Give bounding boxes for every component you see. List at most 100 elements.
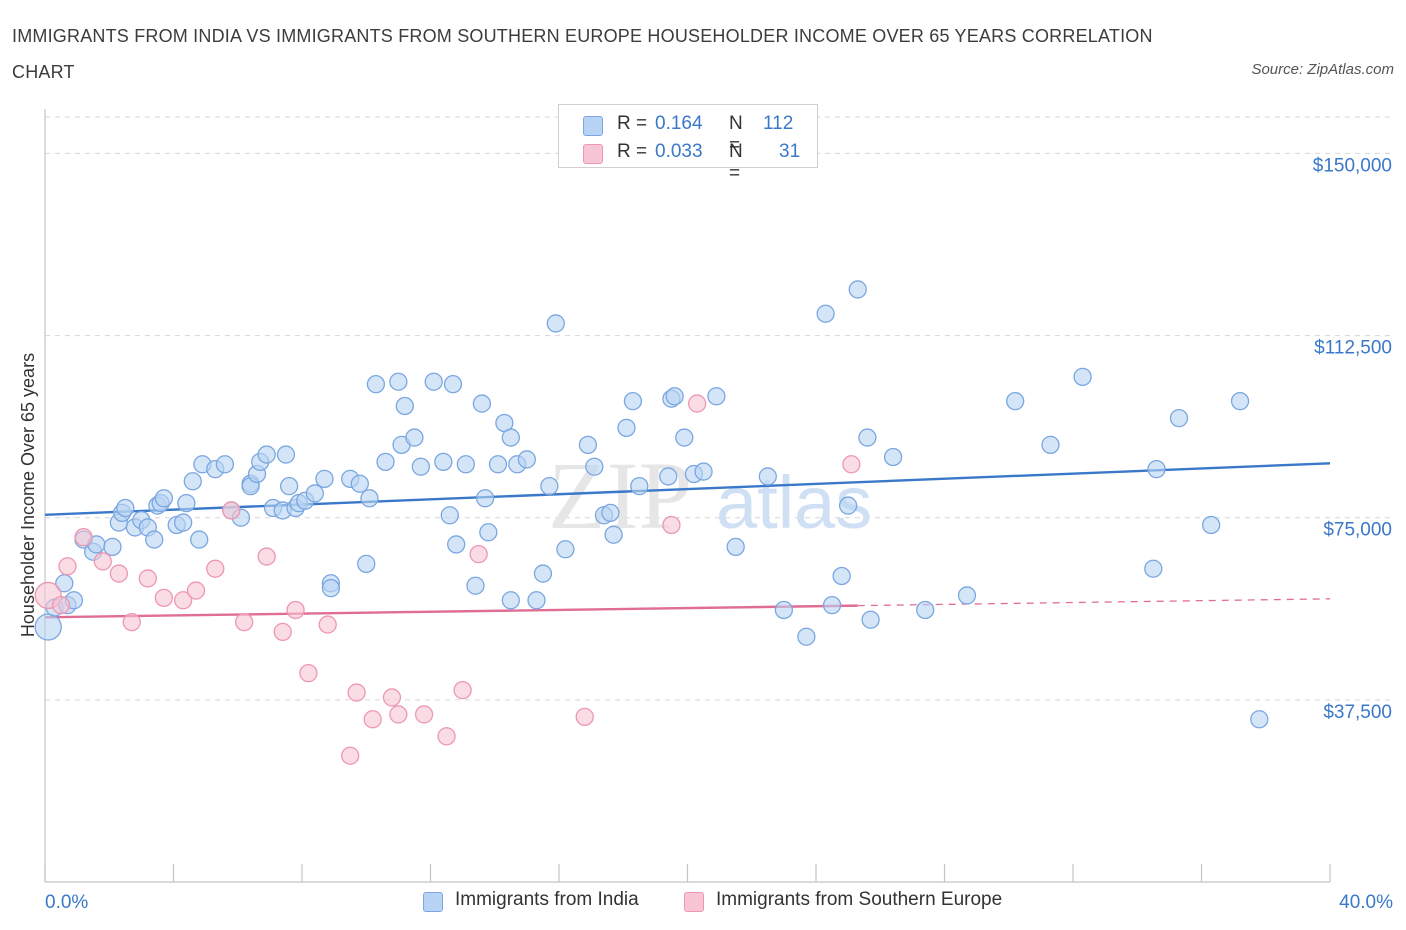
india-point — [726, 537, 745, 557]
india-point — [623, 391, 643, 411]
india-swatch — [583, 116, 603, 136]
india-point — [116, 498, 135, 518]
india-n-value: 112 — [763, 113, 794, 134]
india-point — [617, 418, 636, 438]
india-legend-swatch — [423, 892, 443, 912]
seurope-point — [453, 680, 472, 700]
india-point — [305, 484, 325, 503]
trend-lines — [44, 462, 1331, 619]
india-point — [279, 476, 299, 496]
y-tick-label: $150,000 — [1313, 155, 1392, 176]
india-point — [376, 452, 395, 472]
seurope-swatch — [583, 144, 603, 164]
seurope-point — [299, 663, 318, 683]
india-point — [177, 493, 196, 513]
seurope-point — [347, 683, 366, 702]
india-point — [434, 452, 453, 472]
y-tick-label: $75,000 — [1323, 520, 1392, 541]
india-point — [883, 447, 903, 467]
india-point — [848, 280, 867, 299]
india-point — [1144, 559, 1163, 578]
india-r-label: R = — [617, 113, 648, 134]
india-point — [440, 506, 459, 525]
india-point — [456, 455, 475, 474]
india-point — [1073, 367, 1092, 387]
india-trend-line — [44, 462, 1331, 516]
seurope-point — [662, 515, 681, 535]
india-point — [861, 610, 880, 629]
data-points — [34, 280, 1269, 765]
seurope-r-label: R = — [617, 141, 648, 162]
india-point — [103, 537, 122, 557]
seurope-point — [575, 707, 594, 727]
india-point — [190, 530, 209, 549]
india-point — [1250, 710, 1269, 729]
seurope-point — [318, 615, 337, 634]
india-point — [540, 476, 559, 496]
india-point — [411, 457, 431, 476]
india-point — [395, 396, 414, 416]
seurope-point — [206, 559, 225, 578]
india-point — [585, 457, 604, 476]
seurope-r-value: 0.033 — [655, 141, 703, 162]
india-point — [424, 372, 443, 391]
india-point — [257, 445, 276, 464]
seurope-point — [93, 552, 112, 571]
seurope-point — [341, 746, 360, 765]
india-point — [173, 513, 193, 532]
seurope-point — [363, 710, 382, 729]
india-point — [501, 428, 520, 447]
seurope-point — [222, 501, 241, 520]
india-point — [389, 372, 408, 391]
source-label: Source: ZipAtlas.com — [1251, 61, 1394, 78]
india-point — [1041, 435, 1060, 455]
india-legend-label: Immigrants from India — [455, 889, 639, 910]
india-point — [916, 600, 935, 620]
india-point — [34, 613, 62, 641]
seurope-point — [186, 581, 206, 600]
seurope-point — [74, 527, 93, 547]
india-point — [774, 600, 794, 620]
y-axis-label: Householder Income Over 65 years — [18, 353, 38, 637]
seurope-point — [122, 612, 141, 632]
india-point — [838, 496, 858, 515]
india-point — [822, 595, 842, 615]
india-point — [1230, 391, 1250, 411]
india-point — [350, 474, 369, 493]
india-point — [858, 428, 877, 447]
india-point — [832, 566, 851, 586]
india-point — [675, 428, 694, 447]
india-point — [183, 472, 202, 491]
seurope-point — [687, 394, 707, 413]
india-point — [145, 530, 164, 549]
india-point — [517, 450, 537, 469]
india-point — [357, 554, 376, 574]
india-point — [215, 455, 235, 474]
y-tick-label: $37,500 — [1323, 702, 1392, 723]
seurope-point — [273, 622, 292, 642]
tick-labels: $37,500 $75,000 $112,500 $150,000 0.0% 40.0% — [45, 155, 1393, 913]
seurope-point — [154, 588, 174, 608]
seurope-point — [469, 544, 488, 564]
india-point — [758, 467, 777, 486]
india-point — [479, 523, 498, 542]
india-point — [443, 374, 463, 394]
seurope-point — [437, 727, 456, 746]
india-point — [447, 535, 466, 554]
india-point — [488, 455, 508, 474]
india-point — [360, 489, 379, 508]
seurope-point — [109, 564, 129, 583]
seurope-point — [286, 600, 305, 620]
india-point — [816, 304, 835, 323]
x-tick-label-max: 40.0% — [1339, 892, 1393, 913]
seurope-point — [173, 591, 193, 610]
india-point — [472, 394, 492, 413]
india-point — [1006, 391, 1025, 411]
correlation-legend: R = 0.164 N = 112 R = 0.033 N = 31 — [558, 104, 818, 184]
india-point — [315, 469, 334, 489]
india-point — [604, 525, 623, 544]
seurope-point — [235, 612, 254, 632]
india-point — [475, 489, 495, 508]
india-point — [556, 540, 575, 559]
